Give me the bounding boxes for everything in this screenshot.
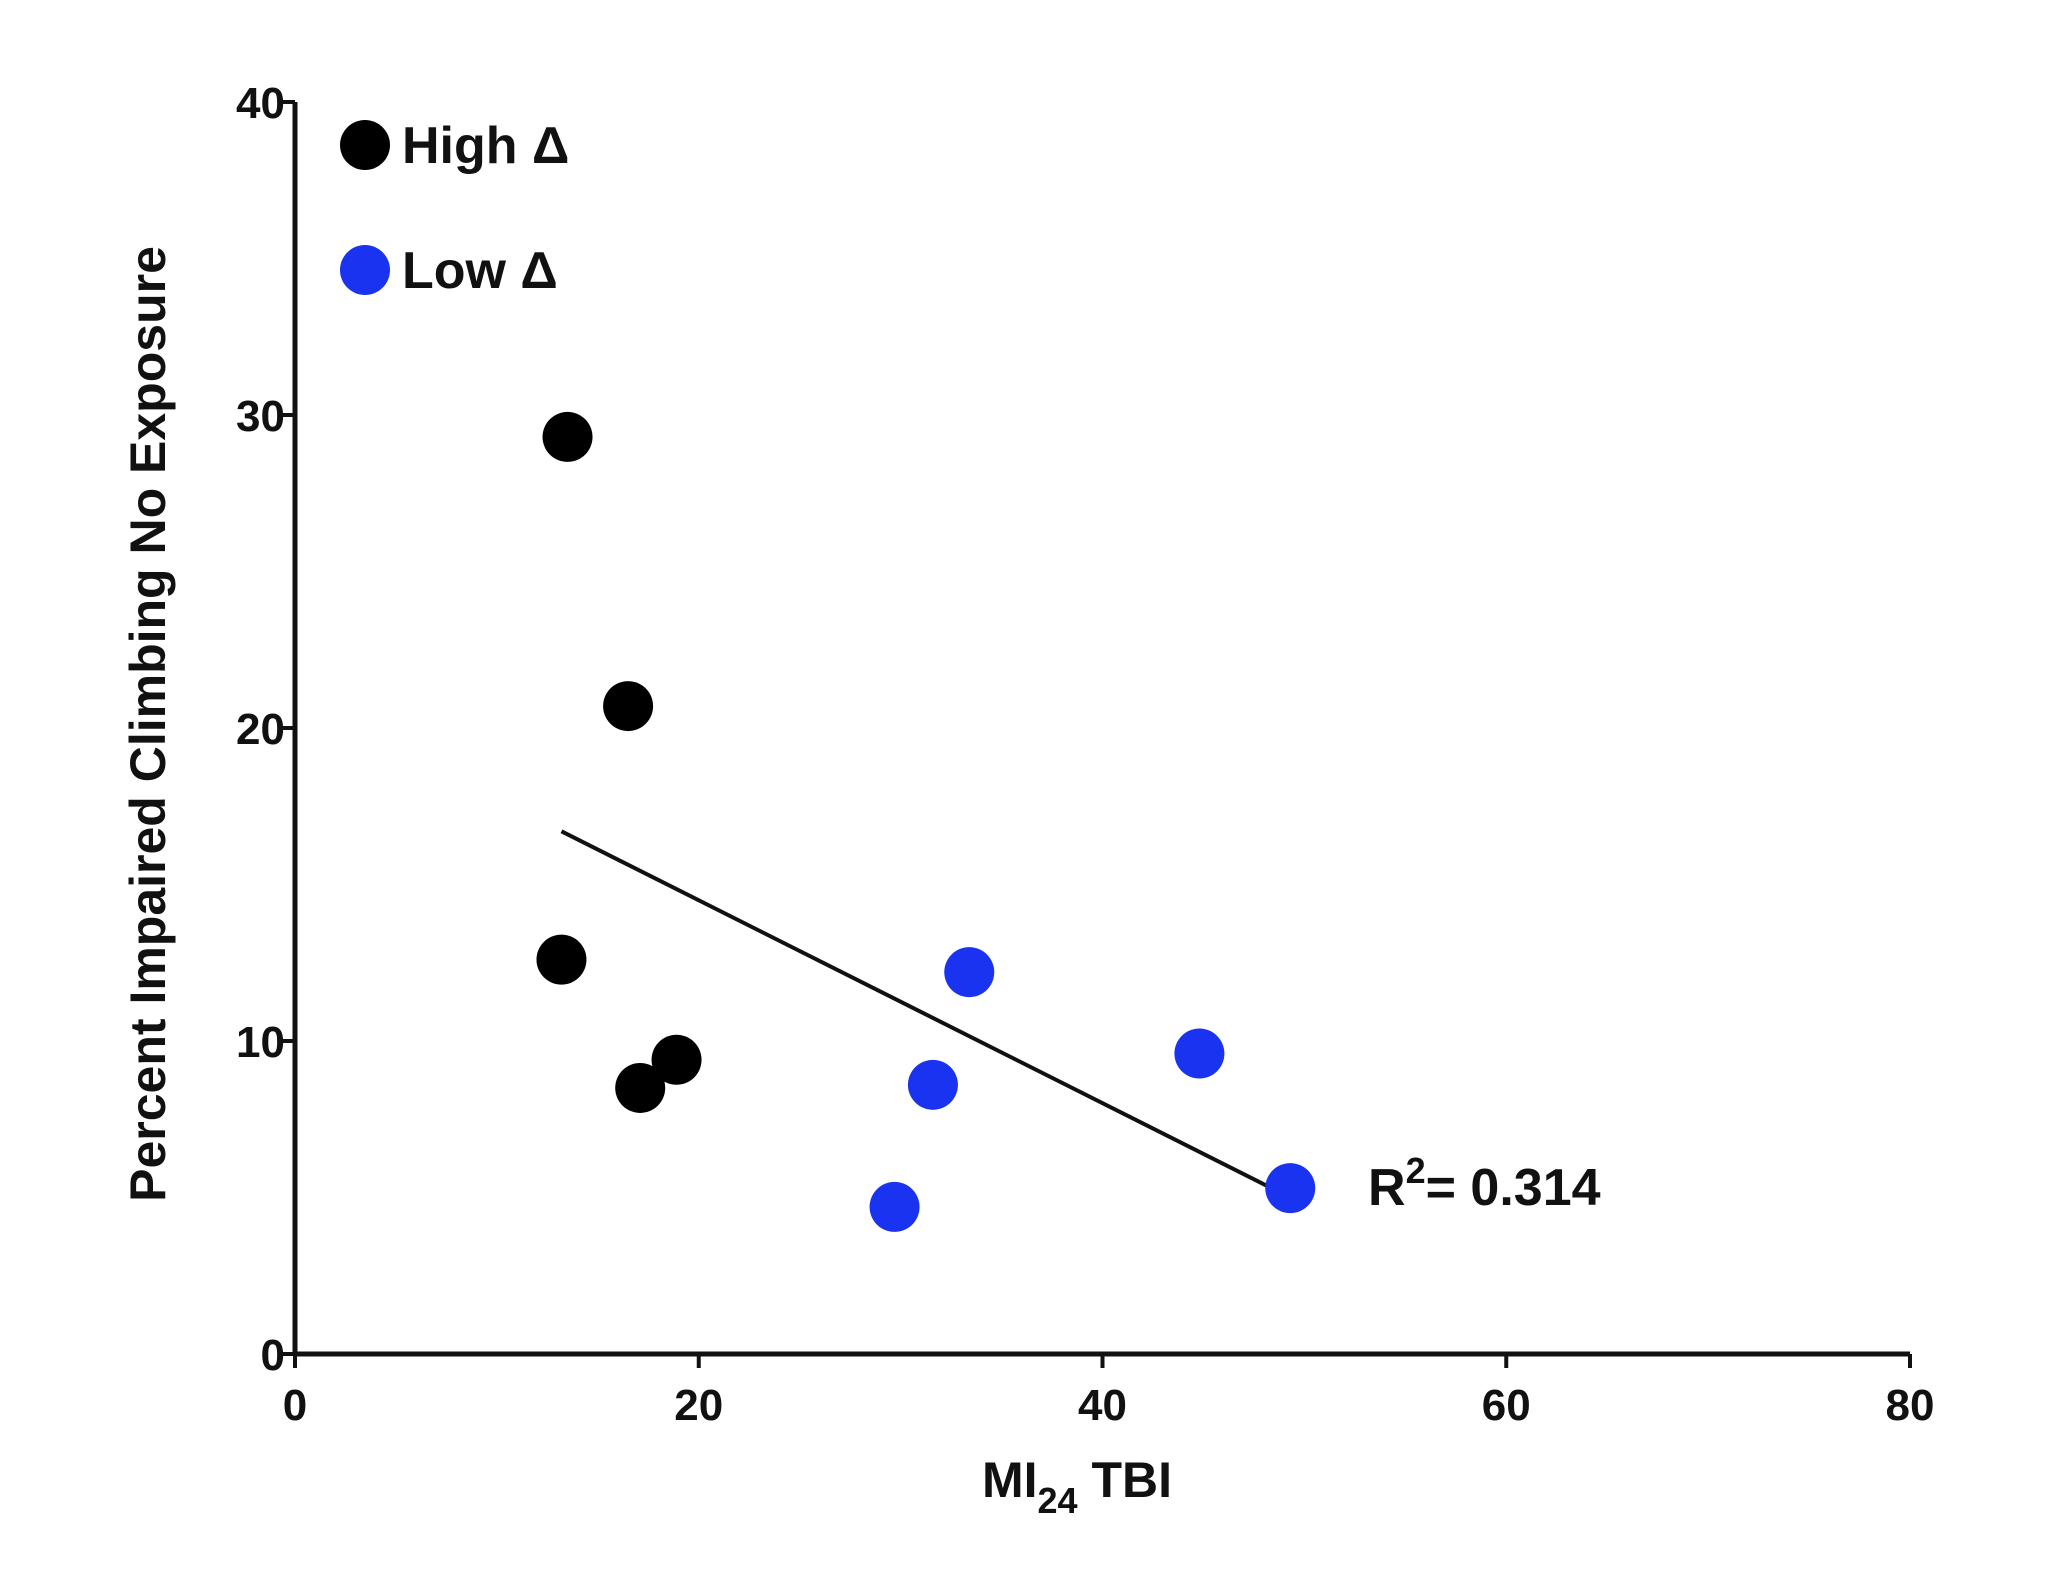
r-squared-superscript: 2 [1406, 1150, 1426, 1191]
r-squared-value: = 0.314 [1426, 1159, 1601, 1217]
y-axis-title: Percent Impaired Climbing No Exposure [120, 246, 176, 1202]
data-points [536, 411, 1316, 1232]
r-squared-base: R [1368, 1159, 1406, 1217]
legend: High Δ Low Δ [340, 117, 569, 300]
data-point-low-delta [944, 947, 995, 998]
data-point-low-delta [869, 1181, 920, 1232]
x-tick-label: 0 [283, 1381, 307, 1430]
legend-marker-low-delta [340, 245, 390, 295]
data-point-high-delta [615, 1062, 666, 1113]
regression-line [560, 829, 1292, 1200]
y-tick-label: 40 [236, 79, 285, 128]
data-point-low-delta [1265, 1163, 1316, 1214]
data-point-high-delta [603, 681, 654, 732]
y-tick-label: 20 [236, 705, 285, 754]
r-squared-annotation: R2= 0.314 [1368, 1150, 1601, 1217]
x-axis-title-subscript: 24 [1038, 1480, 1078, 1521]
data-point-low-delta [907, 1059, 958, 1110]
data-point-high-delta [542, 411, 593, 462]
data-point-high-delta [651, 1034, 702, 1085]
x-axis-title-rest: TBI [1078, 1452, 1172, 1508]
y-ticks: 0 10 20 30 40 [236, 79, 295, 1380]
data-point-low-delta [1174, 1028, 1225, 1079]
x-axis-title: MI24 TBI [982, 1452, 1172, 1521]
y-tick-label: 0 [261, 1331, 285, 1380]
legend-label-low-delta: Low Δ [402, 242, 558, 300]
x-axis-title-main: MI [982, 1452, 1038, 1508]
legend-marker-high-delta [340, 120, 390, 170]
y-tick-label: 30 [236, 392, 285, 441]
x-tick-label: 20 [674, 1381, 723, 1430]
x-tick-label: 60 [1482, 1381, 1531, 1430]
x-tick-label: 40 [1078, 1381, 1127, 1430]
legend-label-high-delta: High Δ [402, 117, 569, 175]
y-tick-label: 10 [236, 1018, 285, 1067]
x-tick-label: 80 [1886, 1381, 1935, 1430]
data-point-high-delta [536, 934, 587, 985]
x-ticks: 0 20 40 60 80 [283, 1354, 1935, 1430]
